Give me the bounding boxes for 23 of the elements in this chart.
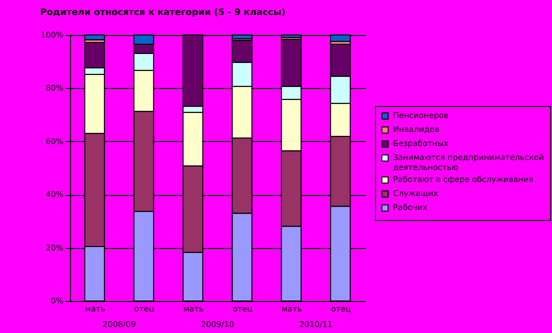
legend-label: Пенсионеров [393, 111, 449, 120]
text: 2009/10 [200, 320, 234, 329]
legend-label: Безработных [393, 139, 449, 148]
x-tick-label: отец [134, 304, 155, 314]
chart-title: Родители относятся к категории (5 - 9 классы) [40, 8, 286, 18]
legend-label: Инвалидов [393, 125, 440, 134]
legend-label: Занимаются предпринимательской деятельностью [393, 153, 544, 172]
y-tick-label: 20% [46, 243, 64, 252]
y-tick-label: 80% [46, 84, 64, 93]
legend-label: Служащих [393, 189, 438, 198]
legend-label: Рабочих [393, 203, 428, 212]
x-tick-label: мать [84, 304, 106, 314]
x-tick-label: отец [232, 304, 254, 314]
x-tick-label: отец [330, 304, 352, 314]
text: 2010/11 [299, 320, 332, 329]
y-tick-label: 40% [46, 190, 64, 200]
y-tick-label: 100% [40, 30, 64, 40]
x-tick-label: мать [183, 304, 204, 314]
y-tick-label: 0% [50, 296, 64, 306]
text: 2008/09 [102, 320, 136, 329]
legend-label: Работают в сфере обслуживания [393, 175, 534, 184]
y-tick-label: 60% [46, 136, 64, 146]
x-tick-label: мать [282, 304, 302, 314]
